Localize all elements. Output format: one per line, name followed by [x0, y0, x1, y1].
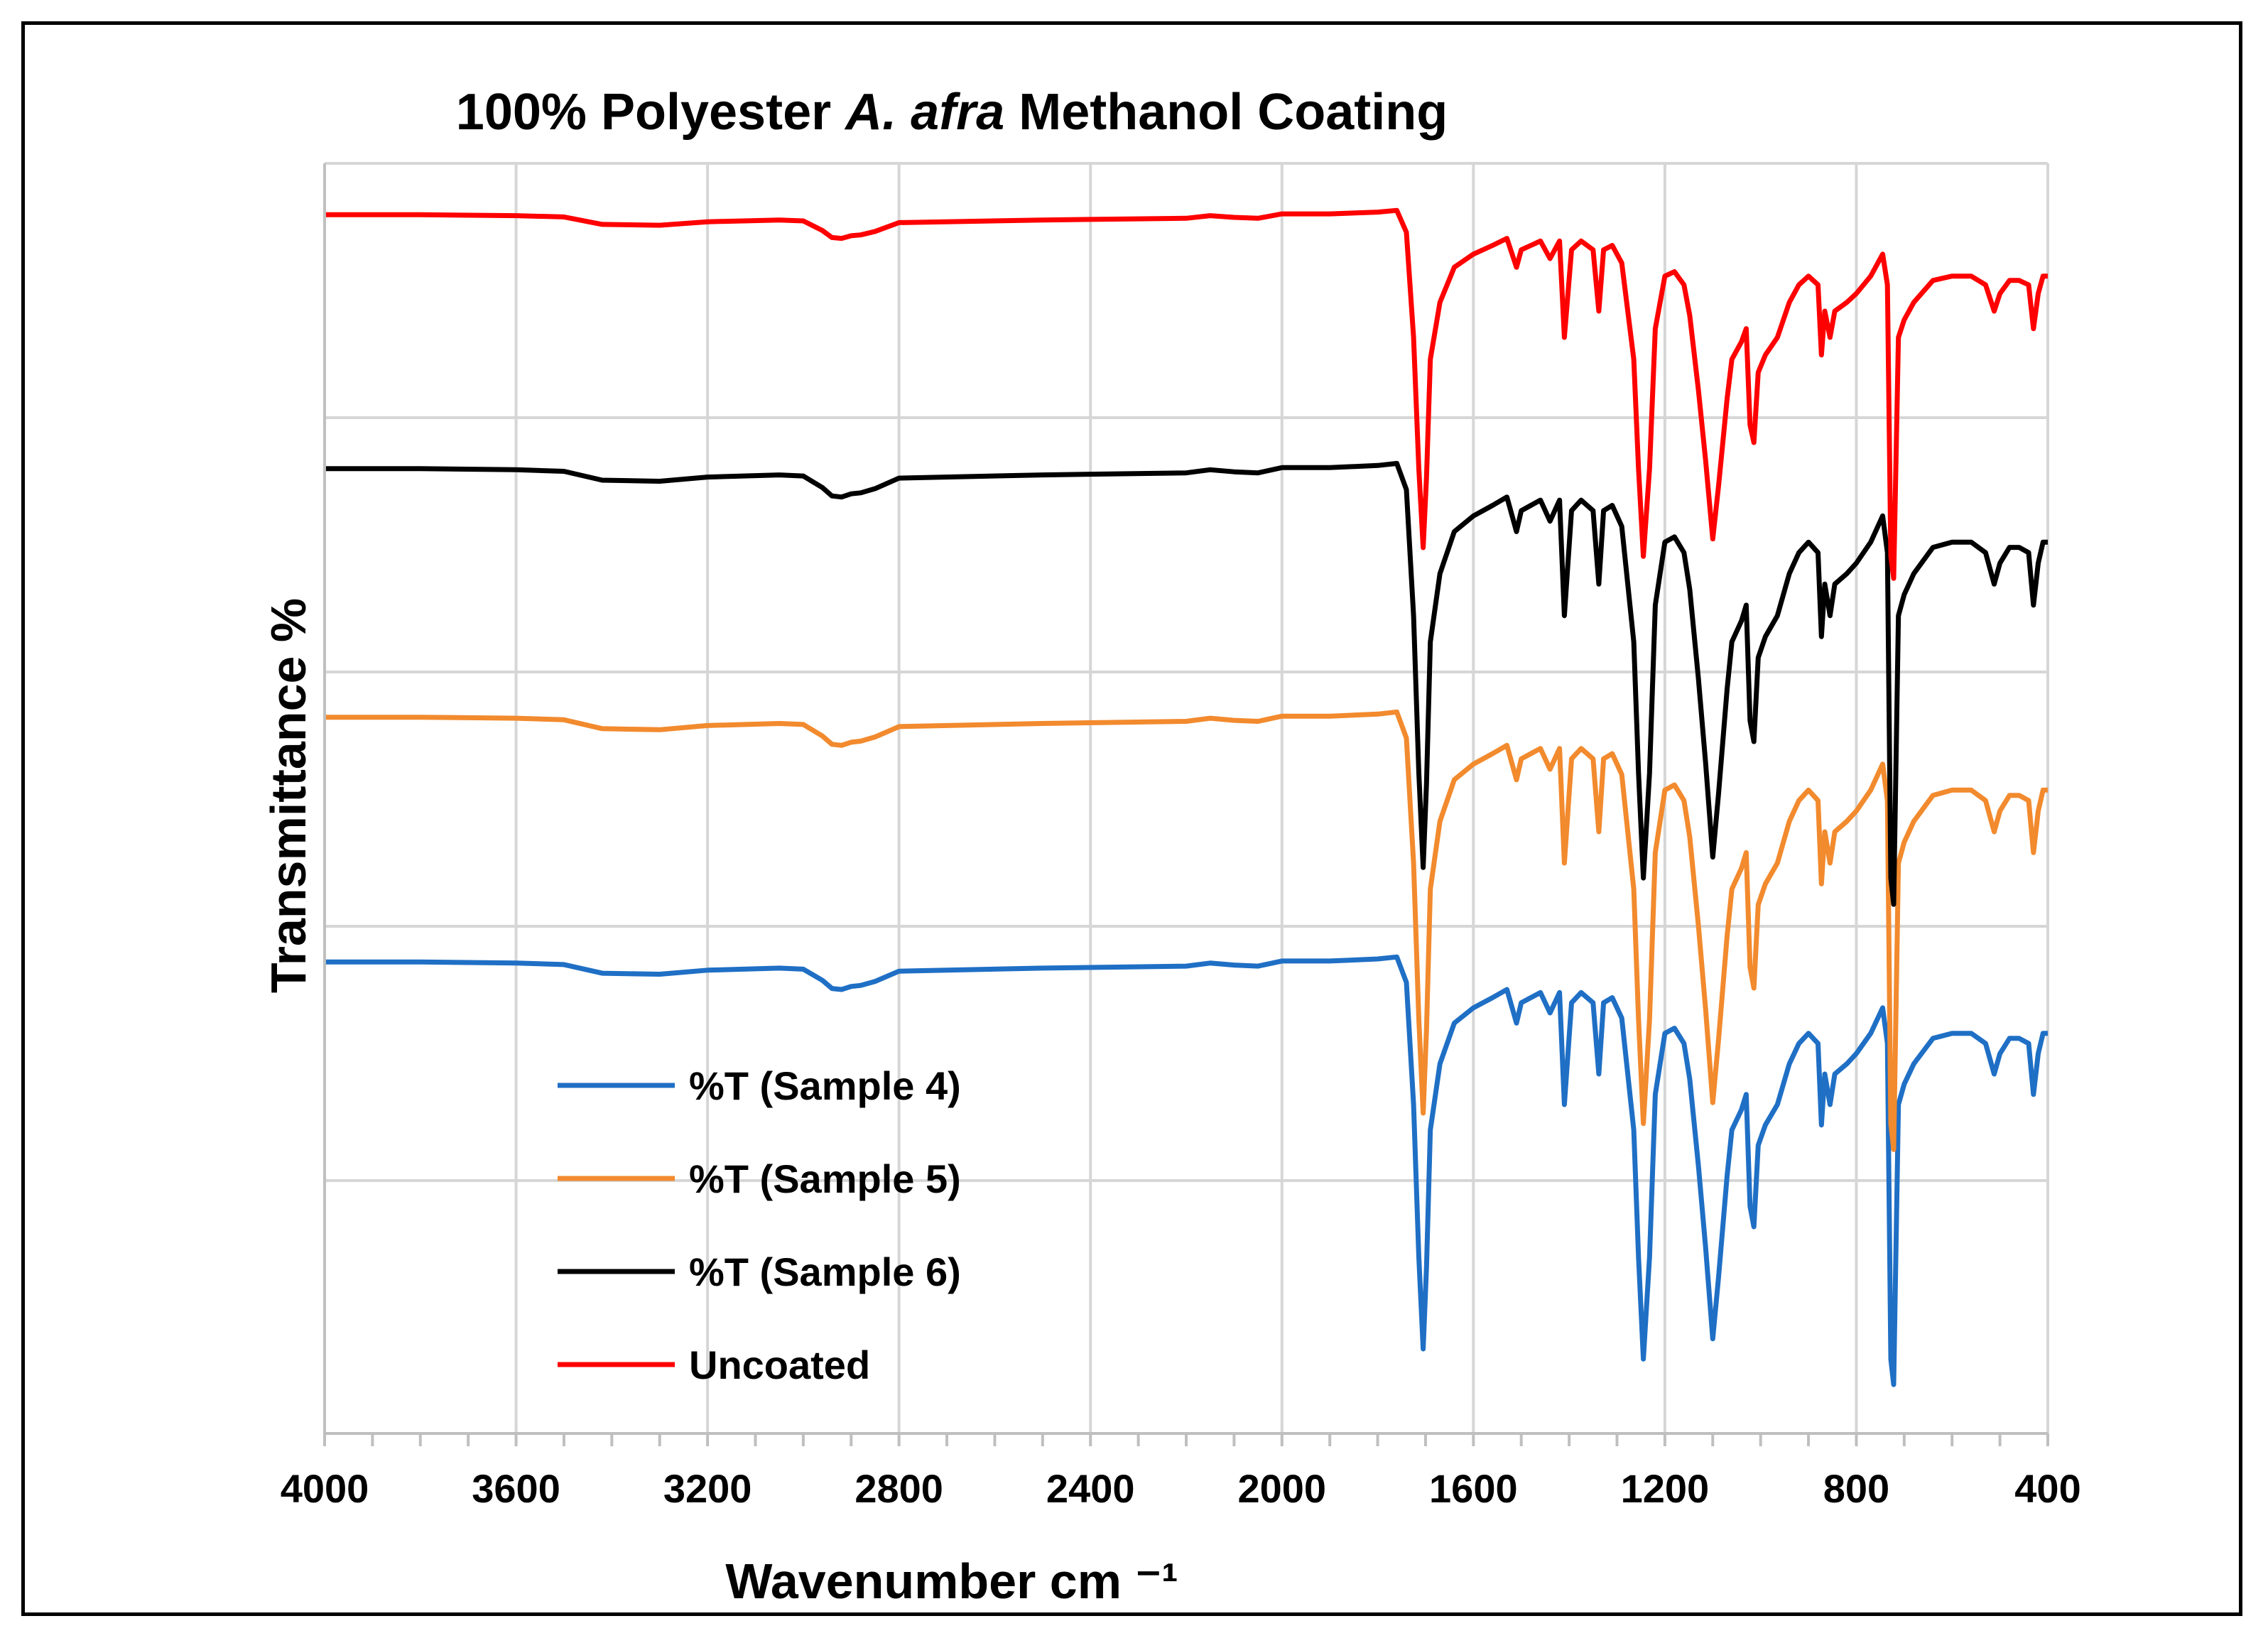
x-tick-label: 2000: [1237, 1466, 1326, 1511]
x-tick-label: 800: [1823, 1466, 1889, 1511]
title-prefix: 100% Polyester: [456, 84, 845, 141]
legend: %T (Sample 4) %T (Sample 5) %T (Sample 6) U…: [558, 1063, 961, 1387]
x-axis-label: Wavenumber cm ⁻¹: [725, 1553, 1178, 1609]
series-line: [325, 460, 2048, 907]
legend-label: %T (Sample 6): [689, 1249, 961, 1294]
series-line: [325, 709, 2048, 1152]
x-tick-label: 2800: [854, 1466, 943, 1511]
axes: [323, 163, 2049, 1446]
y-axis-label: Transmittance %: [261, 598, 316, 993]
chart-title: 100% Polyester A. afra Methanol Coating: [456, 84, 1448, 141]
gridlines: [323, 162, 2049, 1435]
x-tick-labels: 4000 3600 3200 2800 2400 2000 1600 1200 800 400: [281, 1466, 2081, 1511]
x-tick-label: 4000: [281, 1466, 369, 1511]
plot-series: [325, 207, 2048, 1387]
legend-label: %T (Sample 5): [689, 1156, 961, 1201]
x-tick-label: 400: [2014, 1466, 2080, 1511]
x-tick-label: 1200: [1621, 1466, 1710, 1511]
title-suffix: Methanol Coating: [1004, 84, 1448, 141]
chart-frame: [21, 21, 2242, 1616]
x-tick-label: 1600: [1429, 1466, 1518, 1511]
legend-label: Uncoated: [689, 1343, 870, 1387]
x-tick-label: 3200: [663, 1466, 752, 1511]
title-italic: A. afra: [844, 84, 1004, 141]
series-line: [325, 954, 2048, 1387]
series-line: [325, 207, 2048, 581]
x-tick-label: 2400: [1046, 1466, 1135, 1511]
legend-label: %T (Sample 4): [689, 1063, 961, 1108]
x-tick-label: 3600: [472, 1466, 560, 1511]
